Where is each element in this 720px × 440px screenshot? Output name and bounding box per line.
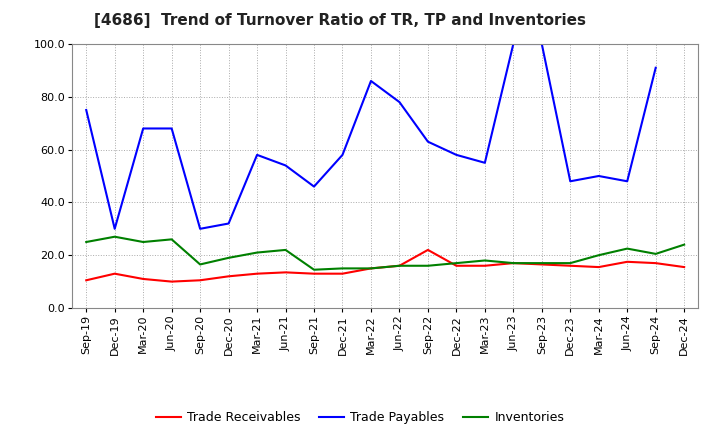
Trade Receivables	[253, 271, 261, 276]
Trade Receivables	[680, 264, 688, 270]
Inventories	[196, 262, 204, 267]
Line: Trade Receivables: Trade Receivables	[86, 250, 684, 282]
Trade Receivables	[566, 263, 575, 268]
Line: Inventories: Inventories	[86, 237, 684, 270]
Trade Payables	[253, 152, 261, 158]
Trade Receivables	[282, 270, 290, 275]
Trade Receivables	[225, 274, 233, 279]
Trade Receivables	[366, 266, 375, 271]
Trade Payables	[139, 126, 148, 131]
Trade Payables	[196, 226, 204, 231]
Trade Payables	[509, 41, 518, 47]
Inventories	[423, 263, 432, 268]
Trade Receivables	[537, 262, 546, 267]
Trade Receivables	[452, 263, 461, 268]
Trade Payables	[167, 126, 176, 131]
Trade Payables	[480, 160, 489, 165]
Inventories	[595, 253, 603, 258]
Trade Payables	[623, 179, 631, 184]
Trade Payables	[82, 107, 91, 113]
Trade Payables	[338, 152, 347, 158]
Inventories	[310, 267, 318, 272]
Inventories	[452, 260, 461, 266]
Trade Receivables	[623, 259, 631, 264]
Trade Payables	[423, 139, 432, 144]
Trade Receivables	[310, 271, 318, 276]
Legend: Trade Receivables, Trade Payables, Inventories: Trade Receivables, Trade Payables, Inven…	[150, 407, 570, 429]
Trade Receivables	[395, 263, 404, 268]
Inventories	[652, 251, 660, 257]
Inventories	[225, 255, 233, 260]
Line: Trade Payables: Trade Payables	[86, 44, 656, 229]
Trade Receivables	[196, 278, 204, 283]
Trade Payables	[652, 65, 660, 70]
Trade Payables	[537, 41, 546, 47]
Inventories	[537, 260, 546, 266]
Inventories	[623, 246, 631, 251]
Inventories	[680, 242, 688, 247]
Trade Receivables	[480, 263, 489, 268]
Trade Receivables	[652, 260, 660, 266]
Trade Payables	[310, 184, 318, 189]
Trade Receivables	[82, 278, 91, 283]
Inventories	[110, 234, 119, 239]
Inventories	[139, 239, 148, 245]
Trade Payables	[282, 163, 290, 168]
Trade Payables	[595, 173, 603, 179]
Trade Payables	[566, 179, 575, 184]
Trade Receivables	[595, 264, 603, 270]
Trade Receivables	[167, 279, 176, 284]
Trade Payables	[225, 221, 233, 226]
Trade Receivables	[110, 271, 119, 276]
Trade Receivables	[139, 276, 148, 282]
Inventories	[480, 258, 489, 263]
Inventories	[509, 260, 518, 266]
Inventories	[167, 237, 176, 242]
Inventories	[282, 247, 290, 253]
Trade Payables	[366, 78, 375, 84]
Trade Payables	[395, 99, 404, 105]
Text: [4686]  Trend of Turnover Ratio of TR, TP and Inventories: [4686] Trend of Turnover Ratio of TR, TP…	[94, 13, 585, 28]
Trade Receivables	[423, 247, 432, 253]
Inventories	[253, 250, 261, 255]
Inventories	[338, 266, 347, 271]
Inventories	[82, 239, 91, 245]
Inventories	[566, 260, 575, 266]
Trade Receivables	[509, 260, 518, 266]
Trade Payables	[110, 226, 119, 231]
Inventories	[395, 263, 404, 268]
Inventories	[366, 266, 375, 271]
Trade Payables	[452, 152, 461, 158]
Trade Receivables	[338, 271, 347, 276]
